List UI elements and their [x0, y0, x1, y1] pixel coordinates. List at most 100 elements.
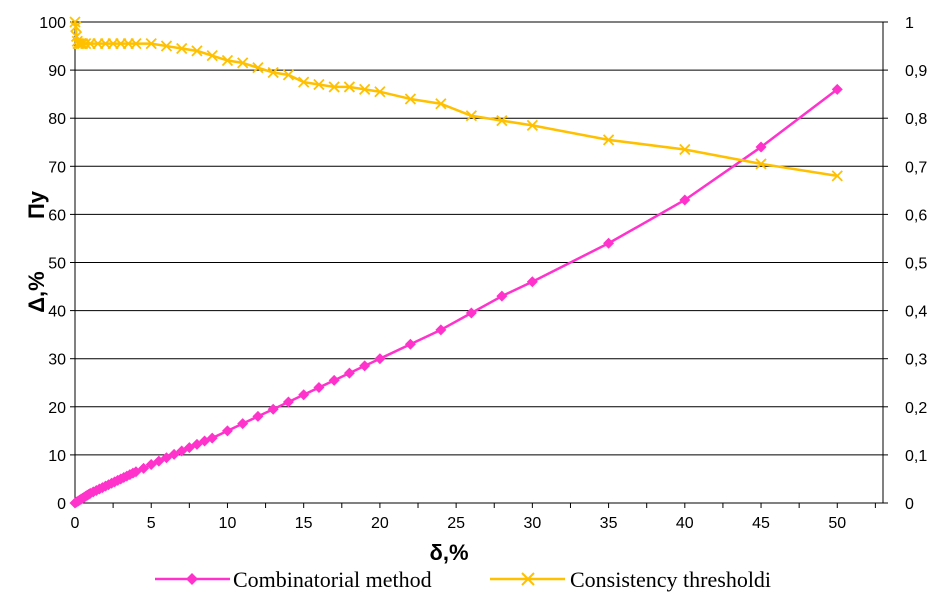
left-y-tick-label: 100 [39, 15, 66, 32]
left-y-axis-ticks: 0 10 20 30 40 50 60 70 80 90 100 [39, 15, 75, 513]
series-layer [69, 16, 843, 509]
data-point-x [70, 21, 82, 33]
data-point-x [221, 54, 234, 67]
data-point-diamond [465, 307, 477, 319]
data-point-diamond [343, 367, 355, 379]
data-point-diamond [755, 141, 767, 153]
right-y-tick-label: 0,1 [905, 448, 927, 465]
data-point-x [176, 42, 188, 55]
data-point-x [343, 81, 356, 93]
x-tick-label: 35 [600, 515, 618, 532]
left-y-tick-label: 30 [48, 352, 66, 369]
left-y-tick-label: 10 [48, 448, 66, 465]
data-point-x [267, 66, 279, 79]
data-point-x [526, 119, 538, 132]
left-y-tick-label: 0 [57, 496, 66, 513]
left-y-tick-label: 90 [48, 63, 66, 80]
data-point-x [435, 98, 447, 110]
x-tick-label: 50 [828, 515, 846, 532]
data-point-x [831, 170, 843, 182]
data-point-diamond [404, 338, 416, 350]
legend-marker-diamond [186, 573, 198, 585]
left-y-tick-label: 60 [48, 207, 66, 224]
series-line [73, 21, 838, 178]
data-point-diamond [221, 425, 233, 437]
right-y-tick-label: 0,3 [905, 352, 927, 369]
data-point-x [755, 158, 767, 170]
series-combinatorial-method [69, 83, 843, 509]
data-point-x [160, 40, 173, 52]
series-line [74, 88, 839, 505]
data-point-x [252, 62, 264, 74]
legend-item-combinatorial: Combinatorial method [155, 567, 432, 592]
right-y-tick-label: 0,5 [905, 256, 927, 273]
data-point-x [359, 83, 371, 95]
data-point-x [602, 134, 615, 146]
data-point-x [404, 93, 417, 105]
x-tick-label: 0 [71, 515, 80, 532]
data-point-x [75, 38, 87, 50]
x-axis-ticks: 0 5 10 15 20 25 30 35 40 45 50 [71, 503, 876, 532]
legend-label-consistency: Consistency thresholdi [570, 567, 771, 592]
x-tick-label: 15 [295, 515, 313, 532]
right-y-tick-label: 1 [905, 15, 914, 32]
data-point-diamond [313, 382, 325, 394]
data-point-diamond [252, 410, 264, 422]
right-y-tick-label: 0,6 [905, 207, 927, 224]
left-y-axis-title-extra: Пу [24, 190, 49, 219]
x-tick-label: 5 [147, 515, 156, 532]
series-consistency-threshold [69, 16, 843, 182]
left-y-tick-label: 40 [48, 304, 66, 321]
legend-item-consistency: Consistency thresholdi [490, 567, 771, 592]
x-tick-label: 20 [371, 515, 389, 532]
data-point-diamond [603, 237, 615, 249]
data-point-diamond [298, 389, 310, 401]
left-y-tick-label: 80 [48, 111, 66, 128]
data-point-x [679, 143, 691, 156]
data-point-x [145, 38, 157, 50]
data-point-diamond [267, 403, 279, 415]
right-y-tick-label: 0,9 [905, 63, 927, 80]
right-y-axis-ticks: 0 0,1 0,2 0,3 0,4 0,5 0,6 0,7 0,8 0,9 1 [883, 15, 927, 513]
data-point-x [465, 110, 478, 122]
data-point-x [328, 81, 340, 93]
right-y-tick-label: 0,4 [905, 304, 927, 321]
data-point-x [237, 57, 249, 69]
data-point-x [191, 45, 203, 57]
x-tick-label: 30 [523, 515, 541, 532]
legend: Combinatorial method Consistency thresho… [155, 567, 771, 592]
left-y-axis-title: Δ,% [24, 271, 49, 313]
x-axis-title: δ,% [429, 540, 468, 565]
data-point-diamond [435, 324, 447, 336]
x-tick-label: 45 [752, 515, 770, 532]
data-point-x [282, 69, 295, 81]
data-point-diamond [138, 462, 150, 474]
data-point-diamond [496, 290, 508, 302]
legend-marker-x [521, 572, 535, 586]
data-point-diamond [374, 353, 386, 365]
x-tick-label: 40 [676, 515, 694, 532]
data-point-diamond [206, 432, 218, 444]
gridlines [75, 21, 883, 504]
data-point-x [298, 76, 310, 88]
data-point-diamond [282, 396, 294, 408]
data-point-diamond [359, 360, 371, 372]
x-tick-label: 25 [447, 515, 465, 532]
right-y-tick-label: 0 [905, 496, 914, 513]
right-y-tick-label: 0,7 [905, 159, 927, 176]
left-y-tick-label: 50 [48, 256, 66, 273]
left-y-tick-label: 20 [48, 400, 66, 417]
data-point-x [374, 86, 386, 98]
data-point-x [496, 114, 508, 127]
data-point-diamond [237, 418, 249, 430]
left-y-tick-label: 70 [48, 159, 66, 176]
data-point-x [206, 50, 218, 62]
data-point-x [130, 38, 142, 50]
data-point-diamond [526, 276, 538, 288]
data-point-diamond [679, 194, 691, 206]
data-point-diamond [328, 374, 340, 386]
data-point-diamond [831, 83, 843, 95]
legend-label-combinatorial: Combinatorial method [233, 567, 432, 592]
data-point-x [80, 38, 92, 50]
